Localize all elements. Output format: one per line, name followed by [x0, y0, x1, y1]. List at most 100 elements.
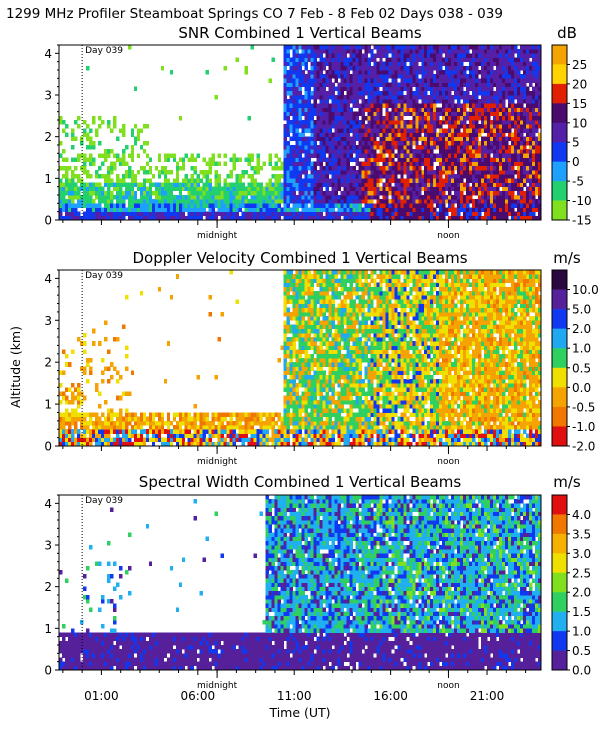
heatmap-cell: [430, 203, 434, 208]
heatmap-cell: [391, 157, 395, 163]
heatmap-cell: [475, 61, 479, 67]
heatmap-cell: [298, 149, 302, 154]
heatmap-cell: [61, 370, 66, 376]
heatmap-cell: [172, 178, 177, 183]
heatmap-cell: [388, 215, 392, 221]
heatmap-cell: [214, 186, 219, 192]
heatmap-cell: [283, 124, 287, 129]
heatmap-cell: [352, 207, 356, 213]
heatmap-cell: [427, 95, 431, 100]
heatmap-cell: [115, 337, 120, 342]
heatmap-cell: [439, 120, 443, 125]
heatmap-cell: [529, 174, 533, 179]
heatmap-cell: [451, 57, 455, 63]
heatmap-cell: [361, 215, 365, 221]
heatmap-cell: [157, 437, 162, 443]
heatmap-cell: [373, 53, 377, 58]
heatmap-cell: [400, 61, 404, 67]
heatmap-cell: [445, 186, 449, 192]
heatmap-cell: [478, 103, 482, 108]
heatmap-cell: [274, 161, 278, 167]
heatmap-cell: [367, 124, 371, 129]
heatmap-cell: [301, 82, 305, 88]
heatmap-cell: [406, 207, 410, 213]
heatmap-cell: [463, 165, 467, 171]
heatmap-cell: [358, 149, 362, 154]
heatmap-cell: [292, 49, 296, 54]
heatmap-cell: [523, 157, 527, 163]
heatmap-cell: [331, 182, 335, 188]
heatmap-cell: [505, 74, 509, 79]
heatmap-cell: [64, 433, 69, 439]
heatmap-cell: [436, 145, 440, 150]
heatmap-cell: [421, 182, 425, 188]
heatmap-cell: [178, 207, 183, 213]
heatmap-cell: [511, 120, 515, 125]
heatmap-cell: [94, 190, 99, 196]
heatmap-cell: [517, 132, 521, 138]
heatmap-cell: [526, 70, 530, 75]
heatmap-cell: [532, 61, 536, 67]
heatmap-cell: [73, 195, 78, 200]
heatmap-cell: [520, 74, 524, 79]
heatmap-cell: [358, 186, 362, 192]
heatmap-cell: [307, 49, 311, 54]
heatmap-cell: [79, 416, 84, 422]
heatmap-cell: [406, 165, 410, 171]
heatmap-cell: [316, 107, 320, 113]
heatmap-cell: [475, 136, 479, 142]
heatmap-cell: [295, 203, 299, 208]
heatmap-cell: [319, 61, 323, 67]
heatmap-cell: [151, 425, 156, 430]
heatmap-cell: [157, 420, 162, 426]
heatmap-cell: [112, 441, 117, 447]
heatmap-cell: [319, 128, 323, 133]
heatmap-cell: [79, 215, 84, 221]
heatmap-cell: [346, 107, 350, 113]
heatmap-cell: [214, 441, 219, 447]
heatmap-cell: [535, 199, 539, 204]
heatmap-cell: [358, 132, 362, 138]
heatmap-cell: [448, 190, 452, 196]
heatmap-cell: [355, 61, 359, 67]
heatmap-cell: [415, 57, 419, 63]
heatmap-cell: [109, 412, 114, 418]
heatmap-cell: [454, 124, 458, 129]
heatmap-cell: [313, 178, 317, 183]
heatmap-cell: [466, 57, 470, 63]
heatmap-cell: [463, 53, 467, 58]
heatmap-cell: [433, 178, 437, 183]
heatmap-cell: [397, 170, 401, 175]
heatmap-cell: [154, 425, 159, 430]
heatmap-cell: [349, 65, 353, 71]
heatmap-cell: [403, 107, 407, 113]
heatmap-cell: [232, 412, 237, 418]
heatmap-cell: [466, 199, 470, 204]
heatmap-cell: [328, 145, 332, 150]
heatmap-cell: [502, 157, 506, 163]
heatmap-cell: [193, 195, 198, 200]
heatmap-cell: [517, 215, 521, 221]
heatmap-cell: [313, 215, 317, 221]
heatmap-cell: [490, 174, 494, 179]
heatmap-cell: [382, 215, 386, 221]
heatmap-cell: [331, 215, 335, 221]
heatmap-cell: [412, 115, 416, 121]
heatmap-cell: [154, 211, 159, 217]
heatmap-cell: [409, 111, 413, 117]
heatmap-cell: [517, 124, 521, 129]
heatmap-cell: [271, 190, 275, 196]
heatmap-cell: [163, 170, 168, 175]
heatmap-cell: [124, 295, 129, 300]
heatmap-cell: [199, 170, 204, 175]
heatmap-cell: [373, 161, 377, 167]
heatmap-cell: [460, 140, 464, 146]
heatmap-cell: [526, 136, 530, 142]
heatmap-cell: [160, 420, 165, 426]
heatmap-cell: [526, 95, 530, 100]
heatmap-cell: [298, 107, 302, 113]
heatmap-cell: [313, 145, 317, 150]
heatmap-cell: [358, 103, 362, 108]
heatmap-cell: [379, 165, 383, 171]
heatmap-cell: [403, 61, 407, 67]
